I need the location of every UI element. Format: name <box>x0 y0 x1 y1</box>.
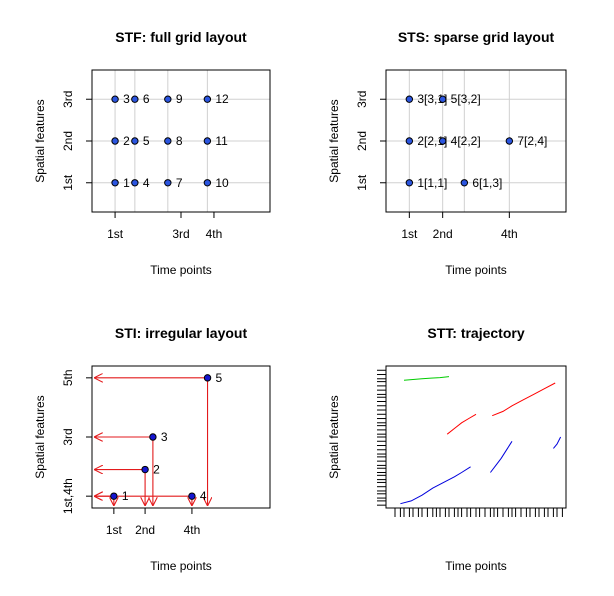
panel-3: STI: irregular layout Time points Spatial … <box>33 325 271 573</box>
trajectory-line <box>403 376 450 381</box>
point-label: 4 <box>200 489 207 503</box>
x-tick-label: 1st <box>107 227 124 241</box>
trajectory-line <box>490 441 513 473</box>
point-label: 7 <box>176 176 183 190</box>
y-tick-label: 2nd <box>61 131 75 151</box>
trajectory-line <box>400 466 471 505</box>
data-point <box>110 492 118 500</box>
x-axis-label: Time points <box>150 263 212 277</box>
point-label: 12 <box>215 92 229 106</box>
point-label: 4[2,2] <box>451 134 481 148</box>
y-tick-label: 3rd <box>61 91 75 108</box>
data-point <box>438 137 447 145</box>
point-label: 1 <box>123 176 130 190</box>
data-point <box>405 137 414 145</box>
x-tick-label: 2nd <box>433 227 453 241</box>
data-point <box>164 95 172 103</box>
trajectory-line <box>553 436 562 449</box>
x-tick-label: 4th <box>206 227 223 241</box>
point-label: 6 <box>143 92 150 106</box>
y-tick-label: 1st <box>355 174 369 191</box>
y-axis-label: Spatial features <box>327 99 341 182</box>
point-label: 7[2,4] <box>517 134 547 148</box>
panel-1: STF: full grid layout Time points Spatial … <box>33 29 271 277</box>
plot-box <box>385 365 567 509</box>
x-tick-label: 1st <box>401 227 418 241</box>
point-label: 9 <box>176 92 183 106</box>
y-axis-label: Spatial features <box>33 99 47 182</box>
y-axis-label: Spatial features <box>327 395 341 478</box>
point-label: 1[1,1] <box>417 176 447 190</box>
point-label: 5 <box>216 371 223 385</box>
data-point <box>149 433 157 441</box>
data-point <box>188 492 196 500</box>
data-point <box>131 179 139 187</box>
data-point <box>141 465 149 474</box>
data-point <box>131 137 139 145</box>
panel-4: STT: trajectory Time points Spatial featur… <box>327 325 567 573</box>
y-tick-label: 3rd <box>61 428 75 445</box>
y-tick-label: 1st,4th <box>61 478 75 514</box>
x-axis-label: Time points <box>445 559 507 573</box>
data-point <box>405 95 414 103</box>
data-point <box>505 137 514 145</box>
grid <box>92 70 270 212</box>
x-tick-label: 3rd <box>172 227 189 241</box>
y-tick-label: 3rd <box>355 91 369 108</box>
y-tick-label: 1st <box>61 174 75 191</box>
trajectory-line <box>446 413 477 435</box>
plot-box <box>91 365 271 509</box>
x-tick-label: 2nd <box>135 523 155 537</box>
point-label: 3 <box>161 430 168 444</box>
y-tick-label: 2nd <box>355 131 369 151</box>
point-label: 3[3,1] <box>417 92 447 106</box>
point-label: 5 <box>143 134 150 148</box>
x-tick-label: 1st <box>106 523 123 537</box>
point-label: 8 <box>176 134 183 148</box>
data-point <box>164 137 172 145</box>
point-label: 2 <box>123 134 130 148</box>
data-point <box>203 374 212 382</box>
chart-title: STT: trajectory <box>427 325 524 341</box>
point-label: 4 <box>143 176 150 190</box>
chart-title: STS: sparse grid layout <box>398 29 555 45</box>
chart-title: STF: full grid layout <box>115 29 247 45</box>
x-axis-label: Time points <box>445 263 507 277</box>
y-axis-label: Spatial features <box>33 395 47 478</box>
data-point <box>203 137 212 145</box>
point-label: 5[3,2] <box>451 92 481 106</box>
data-point <box>460 179 469 187</box>
trajectory-line <box>492 382 556 417</box>
data-point <box>111 95 119 103</box>
panel-2: STS: sparse grid layout Time points Spatia… <box>327 29 567 277</box>
plot-box <box>385 69 567 213</box>
data-point <box>203 95 212 103</box>
data-point <box>111 179 119 187</box>
point-label: 6[1,3] <box>472 176 502 190</box>
x-tick-label: 4th <box>501 227 518 241</box>
data-point <box>164 179 172 187</box>
point-label: 2 <box>153 463 160 477</box>
point-label: 3 <box>123 92 130 106</box>
data-point <box>111 137 119 145</box>
point-label: 1 <box>122 489 129 503</box>
plot-box <box>91 69 271 213</box>
x-tick-label: 4th <box>184 523 201 537</box>
x-axis-label: Time points <box>150 559 212 573</box>
data-point <box>438 95 447 103</box>
point-label: 11 <box>215 134 228 148</box>
data-point <box>405 179 414 187</box>
y-tick-label: 5th <box>61 369 75 386</box>
data-point <box>131 95 139 103</box>
point-label: 10 <box>215 176 229 190</box>
point-label: 2[2,1] <box>417 134 447 148</box>
data-point <box>203 179 212 187</box>
chart-title: STI: irregular layout <box>115 325 248 341</box>
